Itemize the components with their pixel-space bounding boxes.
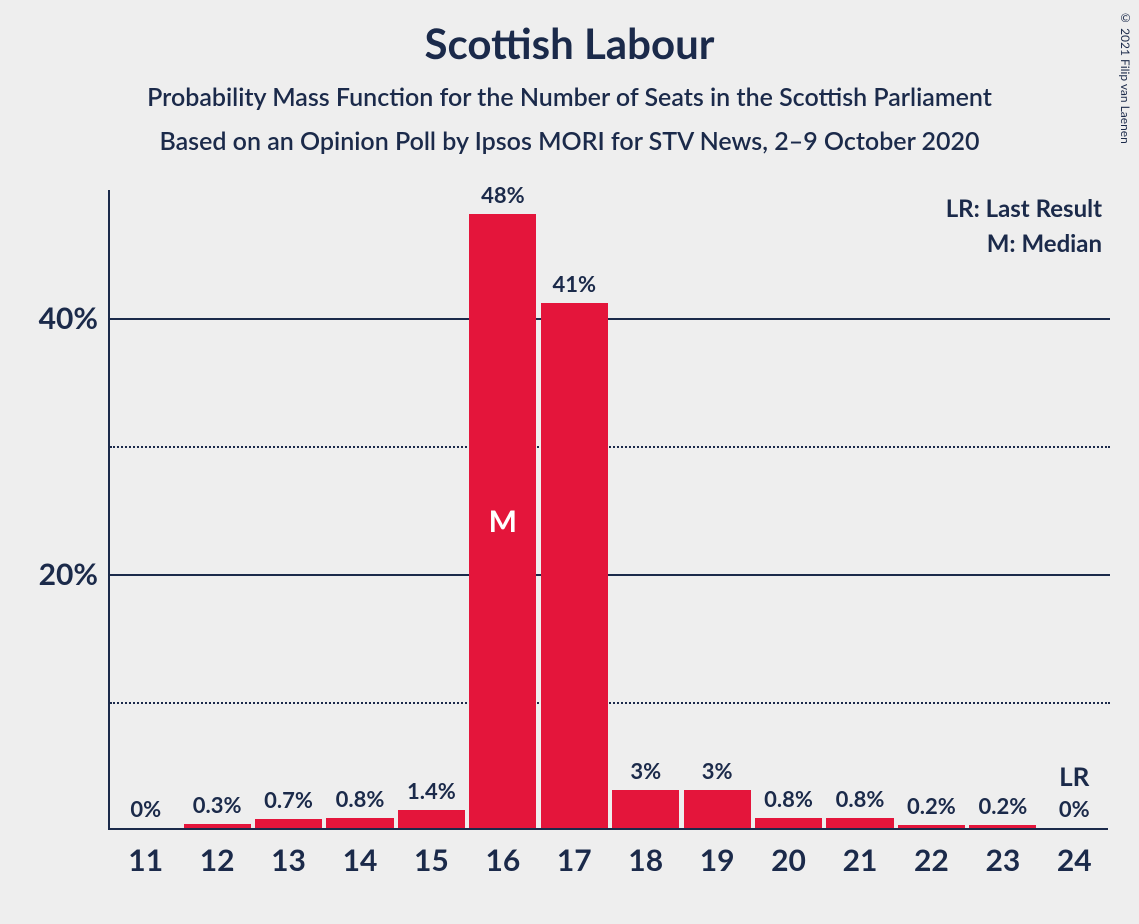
x-axis-label: 15 [396,842,467,878]
y-axis-label: 20% [39,556,98,592]
x-axis-label: 21 [824,842,895,878]
chart-subtitle-2: Based on an Opinion Poll by Ipsos MORI f… [0,126,1139,156]
bar-value-label: 0.7% [253,786,324,813]
bar-slot: 41%17 [539,188,610,828]
x-axis-label: 22 [896,842,967,878]
x-axis-label: 20 [753,842,824,878]
bar-slot: 0.7%13 [253,188,324,828]
bar-slot: M48%16 [467,188,538,828]
bar-slot: 0.3%12 [181,188,252,828]
bar-value-label: 3% [610,757,681,784]
bar [684,790,751,828]
bar [255,819,322,828]
x-axis-label: 11 [110,842,181,878]
bar: M [469,214,536,828]
bar [755,818,822,828]
bar-value-label: 1.4% [396,777,467,804]
bar [541,303,608,828]
x-axis-label: 14 [324,842,395,878]
bar-value-label: 41% [539,270,610,297]
bar-value-label: 0.8% [324,785,395,812]
x-axis-label: 18 [610,842,681,878]
bar-value-label: 0.2% [896,792,967,819]
bar-value-label: 0.8% [824,785,895,812]
bar-slot: 3%19 [681,188,752,828]
median-marker: M [469,503,536,539]
bar-slot: 0.8%21 [824,188,895,828]
x-axis-label: 16 [467,842,538,878]
bar-slot: 0.8%14 [324,188,395,828]
bar [969,825,1036,828]
bars-container: 0%110.3%120.7%130.8%141.4%15M48%1641%173… [110,188,1110,828]
bar-slot: 0.2%23 [967,188,1038,828]
bar [898,825,965,828]
bar-slot: 1.4%15 [396,188,467,828]
bar-slot: 0.8%20 [753,188,824,828]
last-result-marker: LR [1039,760,1110,792]
bar [826,818,893,828]
bar-slot: 0.2%22 [896,188,967,828]
bar-value-label: 48% [467,181,538,208]
bar-slot: 3%18 [610,188,681,828]
bar [184,824,251,828]
bar [612,790,679,828]
chart-area: LR: Last Result M: Median 0%110.3%120.7%… [108,190,1108,830]
plot-region: LR: Last Result M: Median 0%110.3%120.7%… [108,190,1108,830]
bar [326,818,393,828]
x-axis-label: 13 [253,842,324,878]
x-axis-label: 24 [1039,842,1110,878]
bar-value-label: 0.3% [181,791,252,818]
x-axis-label: 17 [539,842,610,878]
bar [398,810,465,828]
x-axis-label: 12 [181,842,252,878]
bar-value-label: 0.2% [967,792,1038,819]
x-axis-label: 19 [681,842,752,878]
credit-text: © 2021 Filip van Laenen [1118,10,1133,144]
x-axis-label: 23 [967,842,1038,878]
chart-title: Scottish Labour [0,0,1139,68]
bar-value-label: 3% [681,757,752,784]
bar-slot: 0%11 [110,188,181,828]
chart-subtitle-1: Probability Mass Function for the Number… [0,82,1139,112]
bar-value-label: 0.8% [753,785,824,812]
bar-value-label: 0% [1039,795,1110,822]
y-axis-label: 40% [39,300,98,336]
bar-value-label: 0% [110,795,181,822]
bar-slot: 0%LR24 [1039,188,1110,828]
